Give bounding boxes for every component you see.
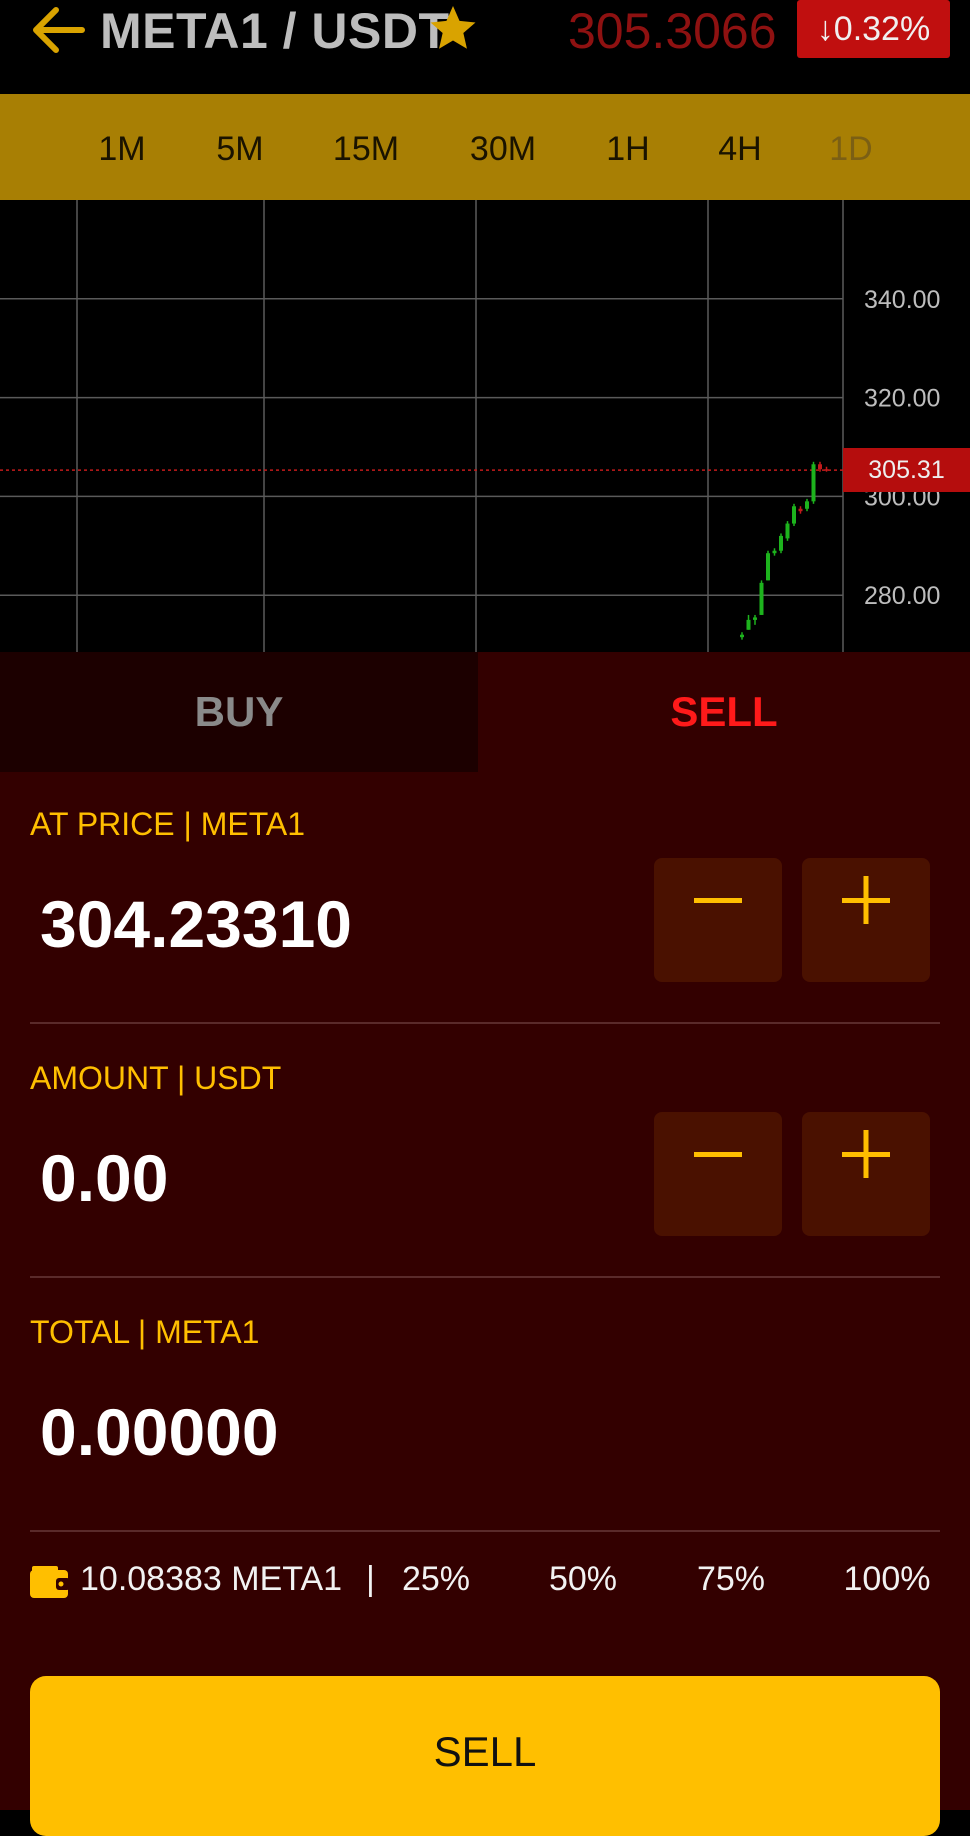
- price-chart[interactable]: 340.00 320.00 300.00 280.00 305.31: [0, 200, 970, 652]
- sell-submit-button[interactable]: SELL: [30, 1676, 940, 1836]
- minus-icon: [694, 898, 742, 903]
- header: META1 / USDT 305.3066 ↓0.32%: [0, 0, 970, 94]
- price-label: AT PRICE | META1: [30, 806, 306, 842]
- y-tick-label: 340.00: [864, 286, 940, 314]
- total-value: 0.00000: [40, 1395, 279, 1469]
- candle-body: [805, 501, 809, 509]
- divider: [30, 1022, 940, 1024]
- y-tick-label: 320.00: [864, 385, 940, 413]
- timeframe-4h[interactable]: 4H: [718, 130, 762, 168]
- percent-100-button[interactable]: 100%: [843, 1560, 931, 1598]
- pair-title: META1 / USDT: [100, 3, 450, 59]
- amount-decrease-button[interactable]: [654, 1112, 782, 1236]
- y-tick-label: 280.00: [864, 582, 940, 610]
- order-side-tabs: BUY SELL: [0, 652, 970, 772]
- divider: [30, 1530, 940, 1532]
- timeframe-15m[interactable]: 15M: [332, 130, 400, 168]
- amount-increase-button[interactable]: [802, 1112, 930, 1236]
- candle-body: [785, 523, 790, 539]
- timeframe-5m[interactable]: 5M: [216, 130, 264, 168]
- favorite-star-icon[interactable]: [426, 2, 480, 56]
- tab-buy[interactable]: BUY: [0, 652, 478, 772]
- candle-body: [766, 553, 770, 581]
- available-balance: 10.08383 META1: [80, 1560, 343, 1598]
- minus-icon: [694, 1152, 742, 1157]
- candle-body: [798, 508, 803, 512]
- back-arrow-icon[interactable]: [30, 4, 86, 56]
- sell-submit-label: SELL: [433, 1728, 537, 1775]
- candle-body: [779, 535, 783, 551]
- timeframe-bar: 1M 5M 15M 30M 1H 4H 1D: [0, 94, 970, 200]
- wallet-icon: [30, 1566, 70, 1598]
- plus-icon: [842, 876, 890, 924]
- price-decrease-button[interactable]: [654, 858, 782, 982]
- amount-input[interactable]: 0.00: [40, 1141, 169, 1215]
- price-input[interactable]: 304.23310: [40, 887, 352, 961]
- divider: [30, 1276, 940, 1278]
- price-increase-button[interactable]: [802, 858, 930, 982]
- amount-label: AMOUNT | USDT: [30, 1060, 282, 1096]
- candle-body: [759, 582, 764, 615]
- plus-icon: [842, 1130, 890, 1178]
- timeframe-1h[interactable]: 1H: [606, 130, 650, 168]
- candle-body: [740, 634, 744, 638]
- change-badge: ↓0.32%: [797, 0, 950, 58]
- candle-body: [811, 464, 816, 502]
- candle-body: [818, 464, 822, 470]
- candle-body: [824, 469, 829, 471]
- candle-body: [772, 550, 777, 554]
- tab-sell[interactable]: SELL: [478, 652, 970, 772]
- percent-50-button[interactable]: 50%: [548, 1560, 618, 1598]
- current-price-tag: 305.31: [843, 448, 970, 493]
- candle-body: [753, 617, 757, 620]
- percent-75-button[interactable]: 75%: [696, 1560, 766, 1598]
- timeframe-1d[interactable]: 1D: [829, 130, 873, 168]
- balance-separator: |: [366, 1560, 375, 1598]
- candle-body: [746, 619, 751, 630]
- order-form: AT PRICE | META1 304.23310 AMOUNT | USDT…: [0, 772, 970, 1836]
- last-price: 305.3066: [568, 3, 777, 59]
- candle-body: [792, 506, 796, 524]
- timeframe-1m[interactable]: 1M: [98, 130, 146, 168]
- timeframe-30m[interactable]: 30M: [469, 130, 537, 168]
- percent-25-button[interactable]: 25%: [401, 1560, 471, 1598]
- total-label: TOTAL | META1: [30, 1314, 260, 1350]
